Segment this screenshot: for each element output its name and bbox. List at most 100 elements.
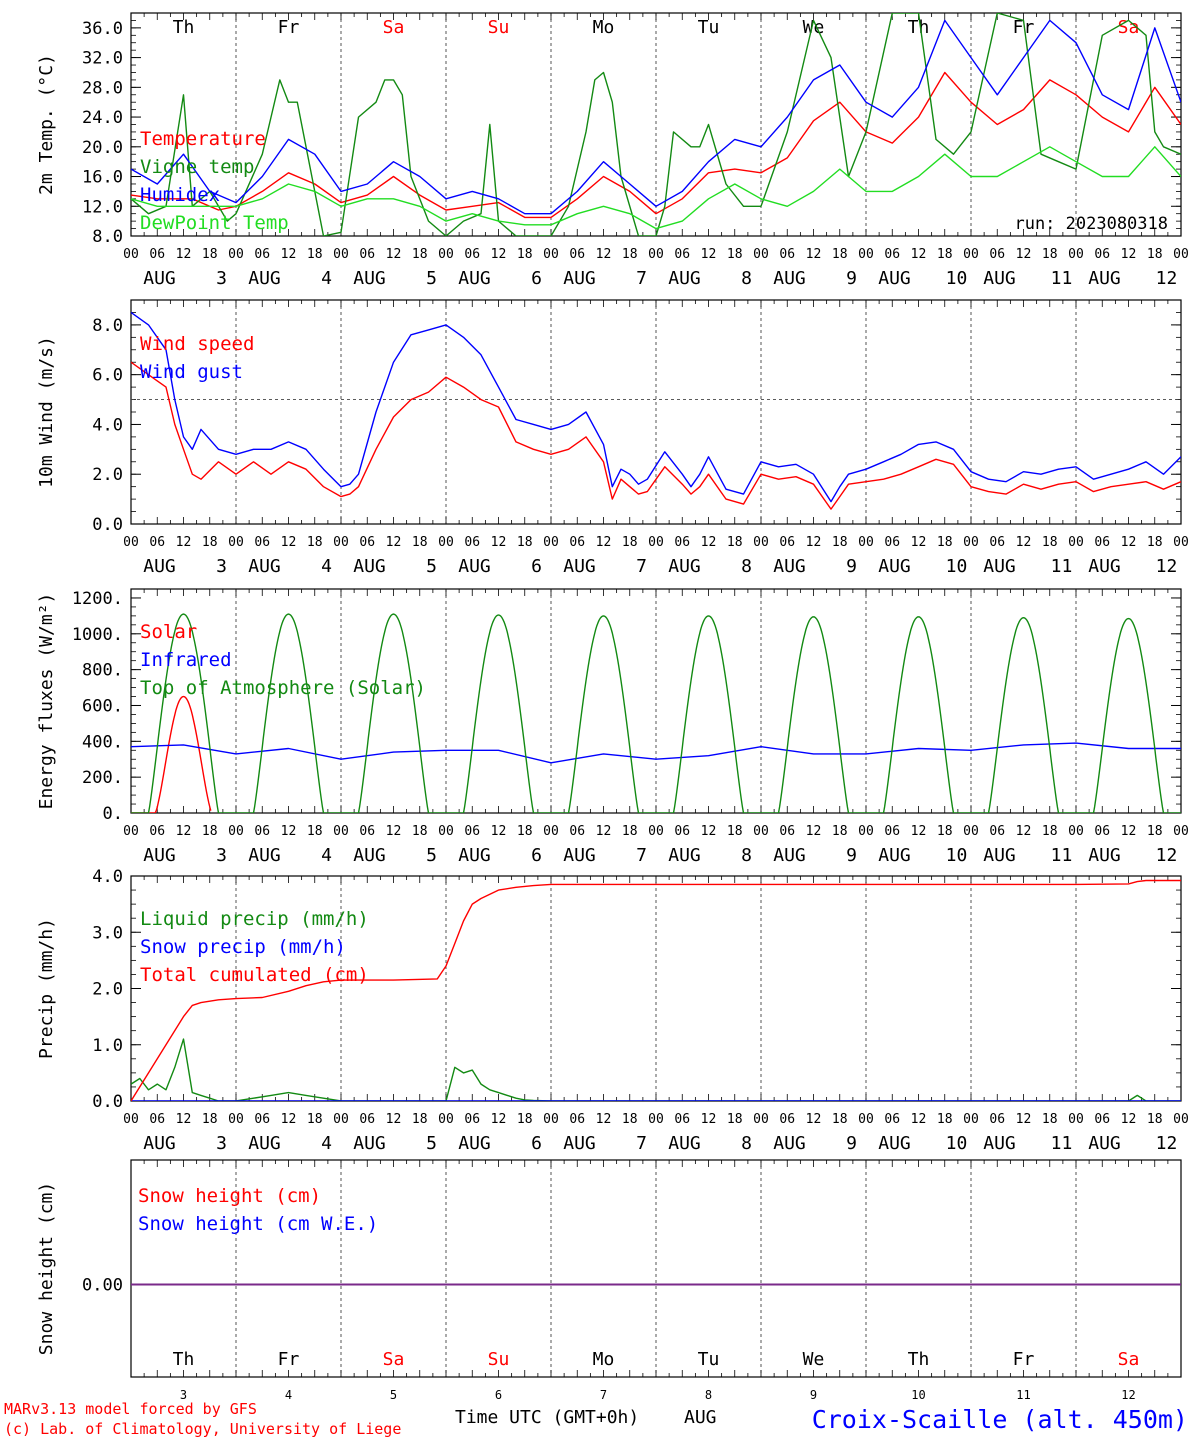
date-day-label: 10	[946, 268, 968, 289]
y-axis-title: 10m Wind (m/s)	[36, 336, 57, 488]
hour-tick-label: 12	[491, 1112, 507, 1127]
date-month-label: AUG	[563, 845, 596, 866]
weekday-label: Su	[488, 17, 510, 38]
legend-entry: Wind speed	[140, 333, 254, 355]
weekday-label: Th	[908, 1349, 930, 1370]
hour-tick-label: 00	[543, 535, 559, 550]
y-axis-title: Energy fluxes (W/m²)	[36, 593, 57, 810]
date-day-label: 4	[321, 556, 332, 577]
date-month-label: AUG	[983, 268, 1016, 289]
series-wind-speed	[131, 361, 1181, 510]
date-month-label: AUG	[773, 845, 806, 866]
date-day-label: 10	[946, 845, 968, 866]
month-label: AUG	[684, 1407, 717, 1428]
date-month-label: AUG	[878, 268, 911, 289]
date-month-label: AUG	[983, 556, 1016, 577]
hour-tick-label: 06	[149, 824, 165, 839]
hour-tick-label: 06	[1094, 535, 1110, 550]
hour-tick-label: 12	[1016, 1112, 1032, 1127]
hour-tick-label: 18	[832, 247, 848, 262]
hour-tick-label: 00	[123, 535, 139, 550]
weekday-label: Mo	[593, 1349, 615, 1370]
hour-tick-label: 12	[176, 824, 192, 839]
hour-tick-label: 00	[123, 824, 139, 839]
hour-tick-label: 00	[333, 824, 349, 839]
date-day-label: 8	[741, 556, 752, 577]
date-month-label: AUG	[248, 556, 281, 577]
weekday-label: Fr	[1013, 1349, 1035, 1370]
hour-tick-label: 18	[307, 1112, 323, 1127]
hour-tick-label: 12	[176, 247, 192, 262]
y-axis-title: Precip (mm/h)	[36, 918, 57, 1059]
date-day-label: 4	[321, 268, 332, 289]
date-day-label: 4	[321, 845, 332, 866]
hour-tick-label: 00	[753, 535, 769, 550]
hour-tick-label: 06	[569, 1112, 585, 1127]
hour-tick-label: 12	[1121, 535, 1137, 550]
hour-tick-label: 18	[202, 535, 218, 550]
hour-tick-label: 12	[1016, 824, 1032, 839]
hour-tick-label: 18	[832, 824, 848, 839]
bottom-day-number: 3	[180, 1388, 187, 1402]
hour-tick-label: 00	[228, 824, 244, 839]
hour-tick-label: 06	[989, 824, 1005, 839]
date-month-label: AUG	[668, 1133, 701, 1154]
hour-tick-label: 12	[806, 824, 822, 839]
y-tick-label: 8.0	[92, 316, 123, 336]
hour-tick-label: 12	[386, 824, 402, 839]
hour-tick-label: 18	[412, 247, 428, 262]
hour-tick-label: 18	[622, 535, 638, 550]
hour-tick-label: 12	[911, 824, 927, 839]
date-month-label: AUG	[773, 268, 806, 289]
hour-tick-label: 12	[1121, 247, 1137, 262]
date-day-label: 9	[846, 268, 857, 289]
hour-tick-label: 12	[701, 824, 717, 839]
hour-tick-label: 06	[464, 1112, 480, 1127]
legend-entry: Wind gust	[140, 361, 243, 383]
hour-tick-label: 12	[596, 824, 612, 839]
hour-tick-label: 18	[727, 535, 743, 550]
hour-tick-label: 18	[1147, 535, 1163, 550]
hour-tick-label: 06	[254, 247, 270, 262]
hour-tick-label: 06	[149, 1112, 165, 1127]
date-month-label: AUG	[1088, 845, 1121, 866]
bottom-day-number: 11	[1016, 1388, 1030, 1402]
hour-tick-label: 06	[989, 535, 1005, 550]
date-day-label: 3	[216, 1133, 227, 1154]
hour-tick-label: 06	[884, 1112, 900, 1127]
hour-tick-label: 00	[648, 535, 664, 550]
legend-entry: DewPoint Temp	[140, 212, 289, 234]
date-day-label: 7	[636, 268, 647, 289]
hour-tick-label: 12	[281, 535, 297, 550]
hour-tick-label: 12	[596, 535, 612, 550]
y-tick-label: 24.0	[82, 108, 123, 128]
hour-tick-label: 06	[254, 824, 270, 839]
hour-tick-label: 00	[543, 824, 559, 839]
date-month-label: AUG	[353, 1133, 386, 1154]
hour-tick-label: 18	[1042, 535, 1058, 550]
date-month-label: AUG	[878, 845, 911, 866]
date-month-label: AUG	[1088, 268, 1121, 289]
hour-tick-label: 12	[701, 535, 717, 550]
plot-frame	[130, 12, 1182, 237]
y-tick-label: 1200.	[72, 589, 123, 609]
date-month-label: AUG	[458, 845, 491, 866]
date-day-label: 12	[1156, 268, 1178, 289]
hour-tick-label: 12	[1016, 535, 1032, 550]
hour-tick-label: 06	[779, 535, 795, 550]
hour-tick-label: 18	[307, 535, 323, 550]
hour-tick-label: 00	[543, 247, 559, 262]
hour-tick-label: 12	[1121, 824, 1137, 839]
date-month-label: AUG	[248, 845, 281, 866]
hour-tick-label: 00	[963, 535, 979, 550]
hour-tick-label: 18	[1042, 247, 1058, 262]
hour-tick-label: 06	[569, 824, 585, 839]
hour-tick-label: 18	[937, 1112, 953, 1127]
hour-tick-label: 12	[911, 247, 927, 262]
hour-tick-label: 12	[701, 1112, 717, 1127]
date-month-label: AUG	[458, 556, 491, 577]
hour-tick-label: 12	[596, 1112, 612, 1127]
hour-tick-label: 06	[989, 247, 1005, 262]
hour-tick-label: 18	[517, 535, 533, 550]
date-day-label: 5	[426, 845, 437, 866]
